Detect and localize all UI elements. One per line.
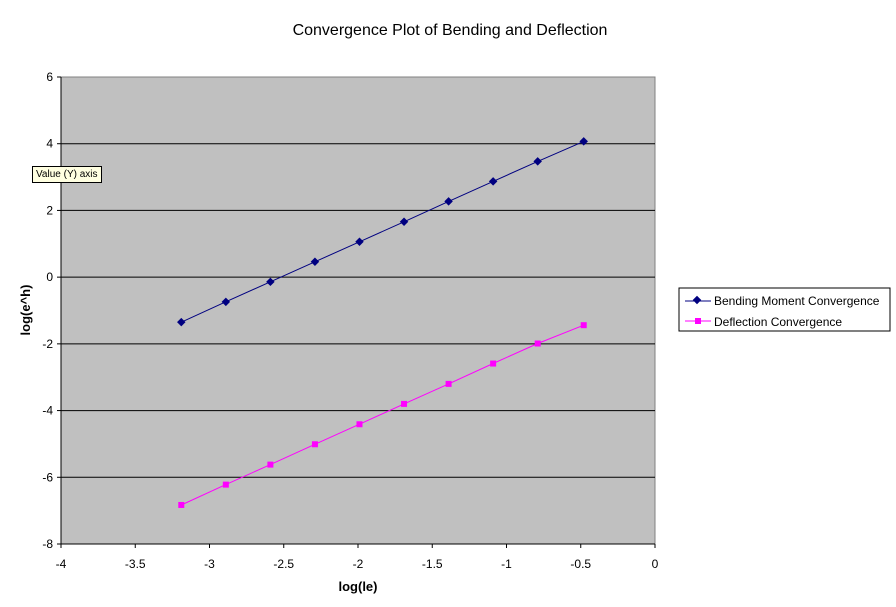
legend-item-deflection: Deflection Convergence xyxy=(685,315,842,329)
x-tick-label: -2.5 xyxy=(273,557,294,571)
series-line-deflection xyxy=(181,324,584,506)
legend-marker-bending xyxy=(692,295,702,305)
x-tick-label: -0.5 xyxy=(570,557,591,571)
data-point-deflection xyxy=(580,322,587,329)
legend-item-bending: Bending Moment Convergence xyxy=(685,294,880,308)
data-point-bending xyxy=(399,217,409,227)
y-tick-label: 2 xyxy=(46,203,53,217)
data-point-deflection xyxy=(267,461,274,468)
data-point-bending xyxy=(221,297,231,307)
x-axis-label: log(le) xyxy=(339,579,378,594)
gridlines xyxy=(61,143,655,478)
data-point-deflection xyxy=(401,400,408,407)
data-point-bending xyxy=(444,197,453,206)
x-tick-label: -3 xyxy=(204,557,215,571)
x-tick-label: -2 xyxy=(353,557,364,571)
y-tick-label: -2 xyxy=(42,337,53,351)
y-ticks: -8 -6 -4 -2 0 2 4 6 xyxy=(42,70,61,551)
x-ticks: -4 -3.5 -3 -2.5 -2 -1.5 -1 -0.5 0 xyxy=(56,544,659,571)
data-point-deflection xyxy=(445,380,452,387)
y-tick-label: 0 xyxy=(46,270,53,284)
chart-title: Convergence Plot of Bending and Deflecti… xyxy=(293,22,608,39)
axes: -4 -3.5 -3 -2.5 -2 -1.5 -1 -0.5 0 -8 -6 -4 -2 0 2 4 6 xyxy=(42,70,658,571)
axis-tooltip: Value (Y) axis xyxy=(32,166,102,183)
data-point-bending xyxy=(266,277,275,287)
x-tick-label: -1 xyxy=(501,557,512,571)
data-point-deflection xyxy=(178,501,185,508)
x-tick-label: 0 xyxy=(652,557,659,571)
data-point-bending xyxy=(488,177,498,186)
data-point-deflection xyxy=(311,441,318,448)
legend-marker-deflection xyxy=(695,318,701,324)
y-tick-label: 6 xyxy=(46,70,53,84)
legend-label-bending: Bending Moment Convergence xyxy=(714,294,880,308)
data-point-bending xyxy=(177,317,186,327)
x-tick-label: -1.5 xyxy=(422,557,443,571)
data-point-deflection xyxy=(356,421,363,428)
data-point-bending xyxy=(355,237,364,247)
plot-background xyxy=(60,76,656,545)
data-point-bending xyxy=(310,257,320,267)
x-tick-label: -3.5 xyxy=(125,557,146,571)
data-point-deflection xyxy=(490,360,497,367)
data-point-deflection xyxy=(222,481,229,488)
y-tick-label: 4 xyxy=(46,137,53,151)
y-tick-label: -8 xyxy=(42,537,53,551)
legend[interactable]: Bending Moment Convergence Deflection Co… xyxy=(678,287,891,332)
y-axis-label: log(e^h) xyxy=(18,285,33,336)
data-point-deflection xyxy=(534,340,541,347)
x-tick-label: -4 xyxy=(56,557,67,571)
series-line-bending xyxy=(181,140,584,323)
legend-label-deflection: Deflection Convergence xyxy=(714,315,842,329)
y-tick-label: -6 xyxy=(42,470,53,484)
legend-box xyxy=(678,287,891,332)
y-tick-label: -4 xyxy=(42,404,53,418)
plot-area xyxy=(60,76,656,545)
